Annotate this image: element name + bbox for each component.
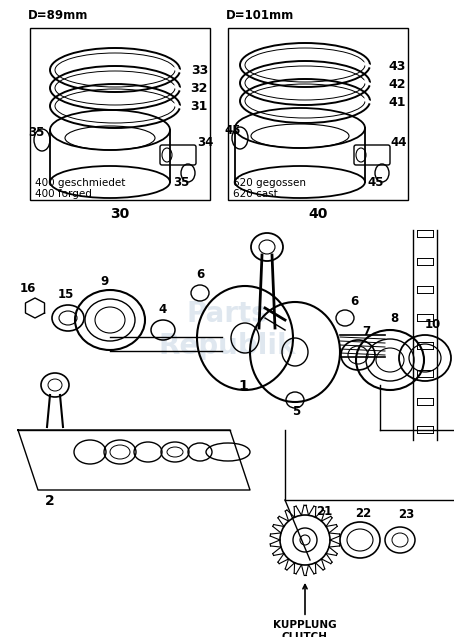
Text: Parts
Republik: Parts Republik xyxy=(158,300,296,360)
Text: D=101mm: D=101mm xyxy=(226,9,294,22)
Text: 6: 6 xyxy=(196,268,204,281)
Text: 45: 45 xyxy=(224,124,241,138)
Text: 44: 44 xyxy=(390,136,406,150)
Bar xyxy=(30,28,210,200)
Text: 32: 32 xyxy=(191,83,208,96)
Text: 41: 41 xyxy=(389,96,406,108)
Text: 9: 9 xyxy=(100,275,108,288)
Text: D=89mm: D=89mm xyxy=(28,9,89,22)
Text: 21: 21 xyxy=(316,505,332,518)
Text: 16: 16 xyxy=(20,282,36,295)
Text: 42: 42 xyxy=(389,78,406,90)
Text: KUPPLUNG
CLUTCH: KUPPLUNG CLUTCH xyxy=(273,585,337,637)
Text: 4: 4 xyxy=(158,303,166,316)
Text: 35: 35 xyxy=(173,176,189,189)
Text: 400 geschmiedet: 400 geschmiedet xyxy=(35,178,125,188)
Text: 8: 8 xyxy=(390,312,398,325)
Text: 43: 43 xyxy=(389,59,406,73)
Text: 6: 6 xyxy=(350,295,358,308)
Text: 10: 10 xyxy=(425,318,441,331)
Text: 400 forged: 400 forged xyxy=(35,189,92,199)
Text: 40: 40 xyxy=(308,207,328,221)
Text: 620 cast: 620 cast xyxy=(233,189,278,199)
Text: 1: 1 xyxy=(238,379,248,393)
Text: 45: 45 xyxy=(367,176,384,189)
Text: 31: 31 xyxy=(191,101,208,113)
Text: 34: 34 xyxy=(197,136,213,150)
Bar xyxy=(228,28,408,200)
Text: 2: 2 xyxy=(45,494,55,508)
Text: 5: 5 xyxy=(292,405,300,418)
Text: 35: 35 xyxy=(28,127,44,140)
Text: 620 gegossen: 620 gegossen xyxy=(233,178,306,188)
Text: 23: 23 xyxy=(398,508,414,521)
Text: 33: 33 xyxy=(191,64,208,78)
Text: 15: 15 xyxy=(58,288,74,301)
Text: 30: 30 xyxy=(110,207,130,221)
Text: 7: 7 xyxy=(362,325,370,338)
Text: 22: 22 xyxy=(355,507,371,520)
